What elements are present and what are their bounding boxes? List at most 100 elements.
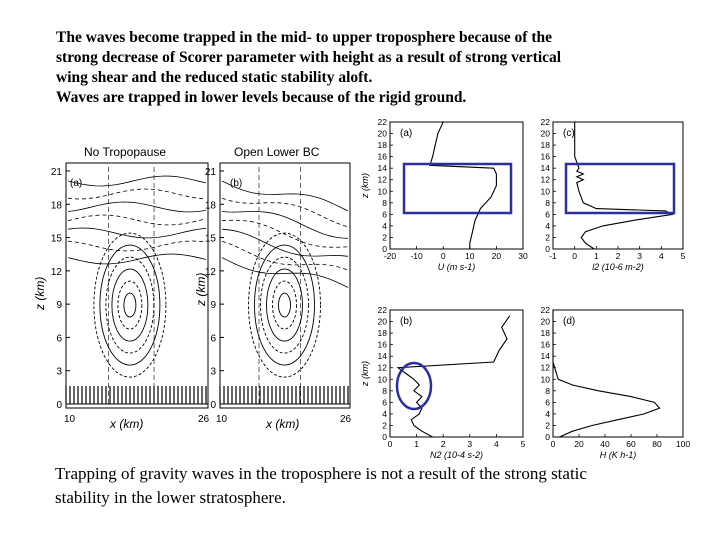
y-tick-label: 21 bbox=[205, 167, 217, 178]
y-axis-label: z (km) bbox=[360, 173, 370, 199]
profile-line bbox=[396, 315, 511, 438]
panel-b-yticks: 0 3 6 9 12 15 18 21 bbox=[205, 167, 224, 411]
y-tick-label: 4 bbox=[382, 409, 387, 419]
intro-text: The waves become trapped in the mid- to … bbox=[56, 28, 696, 108]
x-tick-label: 10 bbox=[465, 251, 475, 261]
x-tick-label: 20 bbox=[492, 251, 502, 261]
contour-line bbox=[260, 256, 309, 354]
y-tick-label: 20 bbox=[378, 129, 388, 139]
contour-line bbox=[117, 280, 143, 330]
chart-tag: (d) bbox=[563, 316, 575, 327]
streamline bbox=[67, 214, 207, 226]
x-tick-label: 0 bbox=[388, 439, 393, 449]
panel-b-xtick: 26 bbox=[340, 414, 352, 425]
y-tick-label: 6 bbox=[545, 397, 550, 407]
streamline bbox=[67, 175, 207, 187]
streamline bbox=[67, 240, 207, 252]
contour-line bbox=[248, 232, 321, 378]
y-tick-label: 14 bbox=[541, 163, 551, 173]
panel-a-title: No Tropopause bbox=[84, 145, 166, 159]
y-tick-label: 0 bbox=[382, 432, 387, 442]
x-tick-label: -10 bbox=[410, 251, 423, 261]
x-axis-label: U (m s-1) bbox=[438, 262, 476, 272]
x-tick-label: 5 bbox=[681, 251, 686, 261]
x-tick-label: 0 bbox=[441, 251, 446, 261]
panel-b-tag: (b) bbox=[230, 178, 242, 189]
x-axis-label: N2 (10-4 s-2) bbox=[430, 450, 483, 460]
x-tick-label: 4 bbox=[494, 439, 499, 449]
x-tick-label: 60 bbox=[626, 439, 636, 449]
x-tick-label: 4 bbox=[659, 251, 664, 261]
x-tick-label: 3 bbox=[467, 439, 472, 449]
y-tick-label: 3 bbox=[210, 367, 216, 378]
y-tick-label: 2 bbox=[545, 232, 550, 242]
panel-b-contours bbox=[219, 167, 350, 405]
y-tick-label: 10 bbox=[378, 186, 388, 196]
panel-a-ylabel: z (km) bbox=[33, 277, 47, 311]
y-tick-label: 2 bbox=[382, 420, 387, 430]
x-tick-label: 40 bbox=[600, 439, 610, 449]
y-tick-label: 22 bbox=[541, 117, 551, 127]
y-tick-label: 8 bbox=[545, 386, 550, 396]
contour-line bbox=[123, 292, 137, 318]
x-tick-label: 20 bbox=[574, 439, 584, 449]
intro-line: wing shear and the reduced static stabil… bbox=[56, 69, 373, 86]
chart-frame bbox=[389, 309, 524, 438]
y-tick-label: 0 bbox=[382, 244, 387, 254]
y-tick-label: 4 bbox=[382, 221, 387, 231]
streamline bbox=[221, 180, 349, 212]
panel-a-yticks: 0 3 6 9 12 15 18 21 bbox=[51, 167, 70, 411]
profile-line bbox=[552, 310, 661, 438]
y-tick-label: 6 bbox=[545, 209, 550, 219]
panel-a: No Tropopause (a) 0 3 6 9 12 15 18 21 10 26 x (… bbox=[33, 145, 210, 431]
x-tick-label: 80 bbox=[652, 439, 662, 449]
highlight-box-c bbox=[564, 162, 676, 215]
y-tick-label: 10 bbox=[541, 186, 551, 196]
profile-line bbox=[429, 121, 497, 249]
y-tick-label: 20 bbox=[541, 129, 551, 139]
x-tick-label: 1 bbox=[594, 251, 599, 261]
y-tick-label: 8 bbox=[382, 198, 387, 208]
intro-line: strong decrease of Scorer parameter with… bbox=[56, 49, 562, 66]
x-tick-label: -1 bbox=[549, 251, 557, 261]
y-tick-label: 18 bbox=[51, 200, 63, 211]
y-tick-label: 12 bbox=[378, 363, 388, 373]
y-tick-label: 2 bbox=[545, 420, 550, 430]
contour-line bbox=[254, 244, 315, 366]
panel-b-title: Open Lower BC bbox=[234, 145, 320, 159]
caption-line: Trapping of gravity waves in the troposp… bbox=[55, 464, 587, 483]
y-tick-label: 20 bbox=[378, 317, 388, 327]
y-tick-label: 10 bbox=[541, 374, 551, 384]
contour-line bbox=[111, 268, 149, 342]
y-tick-label: 2 bbox=[382, 232, 387, 242]
panel-b-xlabel: x (km) bbox=[265, 417, 299, 431]
panel-b: Open Lower BC (b) 0 3 6 9 12 15 18 21 10 26 x (… bbox=[194, 145, 352, 431]
chart-tag: (c) bbox=[563, 128, 575, 139]
chart-frame bbox=[552, 121, 684, 250]
x-tick-label: 3 bbox=[637, 251, 642, 261]
x-tick-label: 2 bbox=[441, 439, 446, 449]
y-tick-label: 14 bbox=[378, 163, 388, 173]
contour-line bbox=[93, 232, 167, 378]
y-tick-label: 14 bbox=[378, 351, 388, 361]
highlight-box-a bbox=[402, 162, 513, 215]
y-tick-label: 18 bbox=[205, 200, 217, 211]
y-tick-label: 0 bbox=[210, 400, 216, 411]
y-tick-label: 8 bbox=[382, 386, 387, 396]
streamline bbox=[67, 188, 207, 200]
x-tick-label: 2 bbox=[616, 251, 621, 261]
y-tick-label: 16 bbox=[378, 340, 388, 350]
y-tick-label: 22 bbox=[378, 117, 388, 127]
y-tick-label: 6 bbox=[382, 209, 387, 219]
y-tick-label: 18 bbox=[541, 140, 551, 150]
intro-line: The waves become trapped in the mid- to … bbox=[56, 29, 552, 46]
panel-b-frame bbox=[219, 162, 351, 409]
streamline bbox=[67, 227, 207, 239]
y-tick-label: 15 bbox=[205, 234, 217, 245]
streamline bbox=[221, 211, 349, 239]
x-axis-label: l2 (10-6 m-2) bbox=[592, 262, 644, 272]
y-tick-label: 18 bbox=[378, 328, 388, 338]
x-tick-label: 100 bbox=[676, 439, 690, 449]
